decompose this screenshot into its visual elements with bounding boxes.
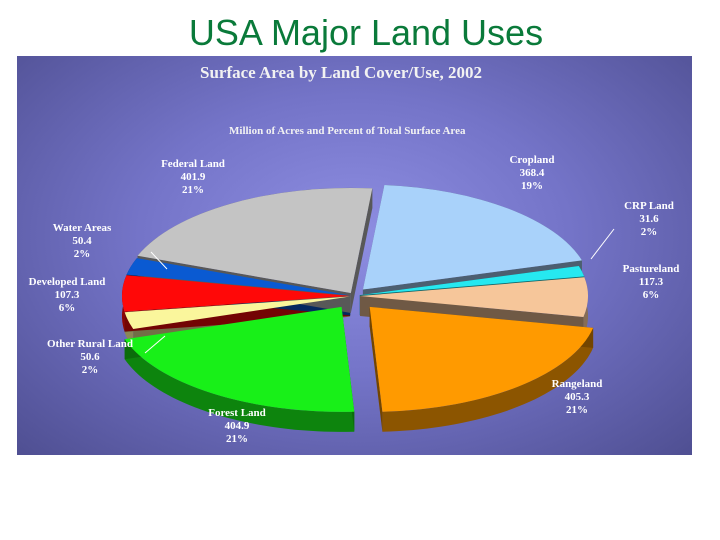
pie-slice-federal-land — [137, 187, 373, 293]
leader-line — [144, 335, 166, 354]
slice-label-name: Other Rural Land — [47, 338, 133, 350]
pie-slice-crp-land — [359, 265, 585, 296]
pie-slice-edge — [369, 306, 383, 432]
slice-label-percent: 21% — [566, 404, 588, 416]
leader-line — [590, 228, 615, 260]
slice-label-percent: 2% — [74, 248, 91, 260]
pie-slice-rangeland — [369, 306, 594, 412]
slice-label-value: 50.4 — [72, 235, 92, 247]
pie-slice-side — [382, 327, 594, 432]
slice-label-name: Forest Land — [208, 407, 266, 419]
pie-slice-forest-land — [124, 306, 355, 412]
slice-label-percent: 6% — [643, 289, 660, 301]
chart-panel: Surface Area by Land Cover/Use, 2002 Mil… — [17, 56, 692, 455]
slice-label-name: CRP Land — [624, 200, 674, 212]
slice-label-value: 107.3 — [55, 289, 80, 301]
slice-label-percent: 21% — [182, 184, 204, 196]
slice-label-percent: 19% — [521, 180, 543, 192]
leader-line — [150, 251, 168, 270]
slice-label-value: 117.3 — [639, 276, 664, 288]
slice-label-value: 404.9 — [225, 420, 250, 432]
slice-label-name: Rangeland — [552, 378, 603, 390]
slice-label-value: 401.9 — [181, 171, 206, 183]
pie-slice-edge — [350, 188, 373, 313]
chart-title: Surface Area by Land Cover/Use, 2002 — [200, 63, 482, 82]
pie-slice-other-rural-land — [124, 296, 351, 329]
chart-subtitle: Million of Acres and Percent of Total Su… — [229, 125, 466, 137]
pie-slice-pastureland — [359, 277, 588, 317]
pie-slice-cropland — [362, 184, 582, 290]
pie-slice-developed-land — [122, 275, 351, 312]
slide-title: USA Major Land Uses — [188, 12, 544, 53]
pie-slice-water-areas — [126, 258, 351, 296]
pie-slice-side — [124, 339, 355, 432]
slice-label-value: 405.3 — [565, 391, 590, 403]
slice-label-percent: 6% — [59, 302, 76, 314]
slice-label-value: 50.6 — [80, 351, 100, 363]
slice-label-name: Water Areas — [53, 222, 112, 234]
pie-chart: Surface Area by Land Cover/Use, 2002 Mil… — [29, 63, 680, 445]
slice-label-name: Federal Land — [161, 158, 225, 170]
slice-label-name: Developed Land — [29, 276, 106, 288]
slice-label-value: 31.6 — [639, 213, 659, 225]
slice-label-percent: 2% — [641, 226, 658, 238]
slice-label-value: 368.4 — [520, 167, 545, 179]
slice-label-name: Cropland — [509, 154, 554, 166]
slice-label-percent: 2% — [82, 364, 99, 376]
slice-label-percent: 21% — [226, 433, 248, 445]
slice-label-name: Pastureland — [623, 263, 680, 275]
